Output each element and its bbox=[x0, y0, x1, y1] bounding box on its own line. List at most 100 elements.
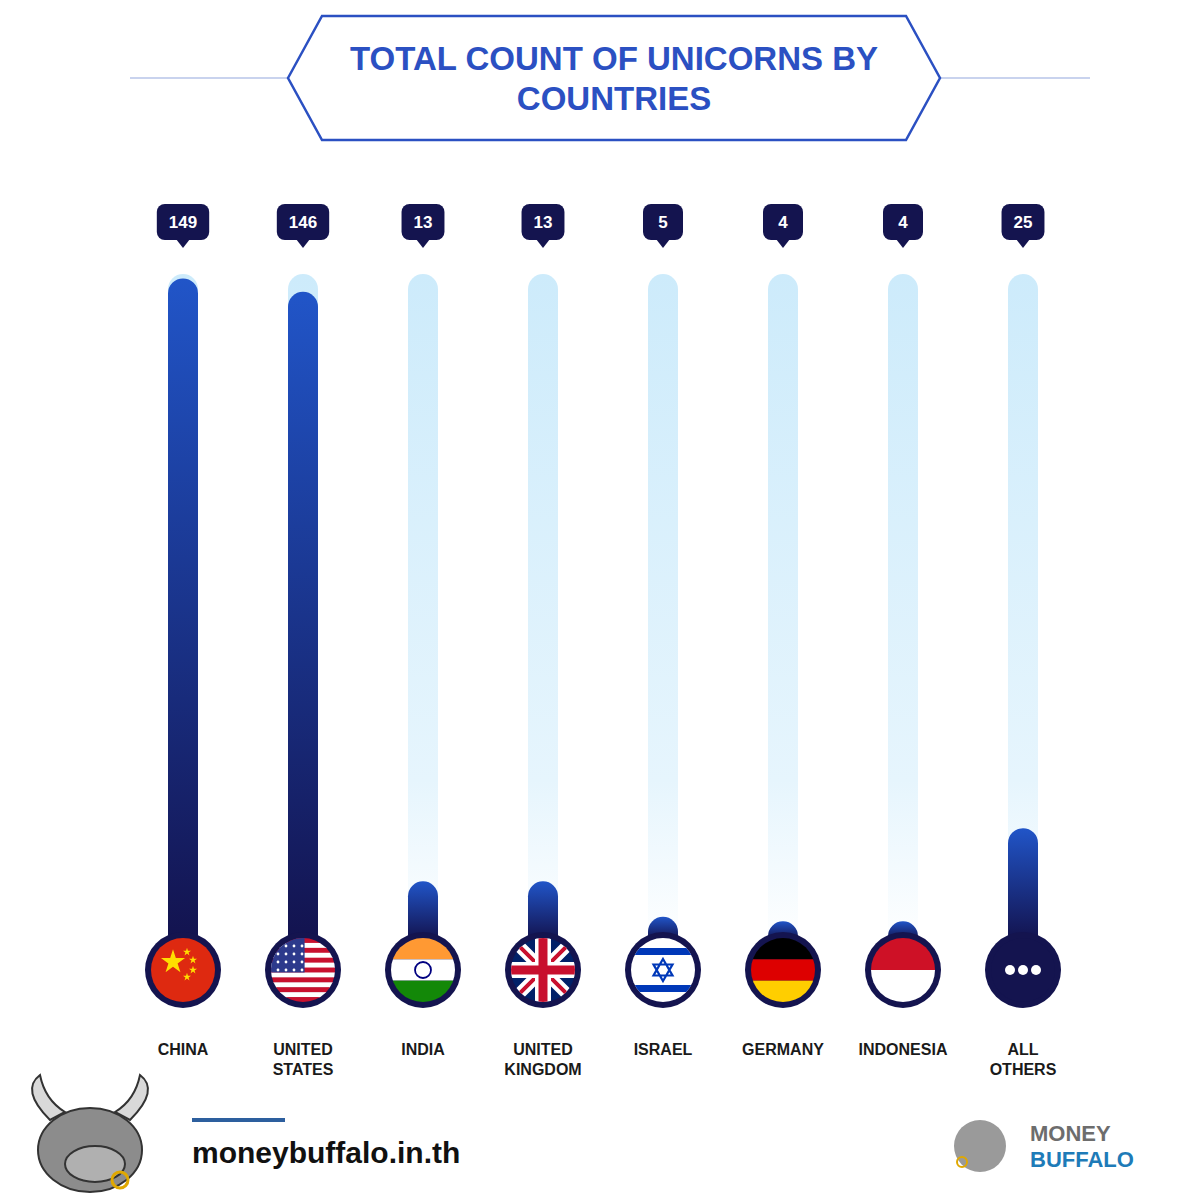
flag-part bbox=[271, 992, 335, 997]
text-line: UNITED bbox=[273, 1041, 333, 1058]
track bbox=[528, 274, 558, 949]
title-box: TOTAL COUNT OF UNICORNS BYCOUNTRIES bbox=[130, 16, 1090, 140]
flag-ring bbox=[745, 932, 821, 1008]
flag-part bbox=[293, 969, 296, 972]
flag-part bbox=[285, 969, 288, 972]
data-label: 146 bbox=[289, 213, 317, 232]
category-label: INDONESIA bbox=[859, 1041, 948, 1058]
flag-part bbox=[1005, 965, 1015, 975]
track bbox=[768, 274, 798, 949]
flags bbox=[145, 930, 1061, 1010]
flag-part bbox=[277, 969, 280, 972]
flag-icon bbox=[631, 938, 695, 1002]
flag-icon bbox=[271, 938, 335, 1003]
flag-part bbox=[871, 938, 935, 970]
bubble bbox=[1002, 204, 1045, 240]
data-label-bubble: 5 bbox=[643, 204, 683, 248]
title: TOTAL COUNT OF UNICORNS BYCOUNTRIES bbox=[350, 40, 878, 117]
flag-part bbox=[301, 969, 304, 972]
bubble bbox=[883, 204, 923, 240]
flag-ring bbox=[385, 932, 461, 1008]
background bbox=[0, 0, 1200, 1200]
data-label-bubble: 146 bbox=[277, 204, 329, 248]
flag-part bbox=[654, 959, 673, 981]
bar bbox=[168, 278, 198, 939]
bubble-pointer bbox=[656, 239, 670, 248]
mascot-head bbox=[38, 1108, 142, 1192]
flag-part bbox=[285, 953, 288, 956]
title-rule bbox=[130, 77, 288, 79]
mascot-snout bbox=[65, 1146, 125, 1182]
text-line: UNITED bbox=[513, 1041, 573, 1058]
bubble-pointer bbox=[1016, 239, 1030, 248]
flag-part bbox=[271, 987, 335, 992]
data-label: 13 bbox=[414, 213, 433, 232]
flag-part bbox=[285, 961, 288, 964]
flag-part bbox=[151, 938, 215, 1002]
text-line: GERMANY bbox=[742, 1041, 824, 1058]
data-label-bubble: 13 bbox=[522, 204, 565, 248]
bar bbox=[1008, 828, 1038, 939]
flag-part bbox=[751, 981, 815, 1002]
flag-icon bbox=[503, 930, 583, 1010]
flag-part bbox=[161, 949, 185, 972]
flag bbox=[865, 932, 941, 1008]
category-label: CHINA bbox=[158, 1041, 209, 1058]
flag-icon bbox=[151, 938, 215, 1002]
footer-rule bbox=[192, 1118, 285, 1122]
track bbox=[408, 274, 438, 949]
flag-part bbox=[991, 938, 1055, 1002]
track bbox=[1008, 274, 1038, 949]
flag-part bbox=[503, 930, 583, 1010]
text-line: KINGDOM bbox=[504, 1061, 581, 1078]
flag-part bbox=[293, 945, 296, 948]
logo-ring bbox=[957, 1157, 967, 1167]
flag-part bbox=[183, 973, 191, 981]
flag-part bbox=[271, 972, 335, 977]
data-label-bubble: 25 bbox=[1002, 204, 1045, 248]
flag-part bbox=[631, 938, 695, 1002]
title-rule bbox=[940, 77, 1090, 79]
data-label-bubble: 4 bbox=[883, 204, 923, 248]
flag-part bbox=[293, 953, 296, 956]
plot bbox=[168, 278, 1038, 939]
data-label: 25 bbox=[1014, 213, 1033, 232]
flag bbox=[503, 930, 583, 1010]
track bbox=[288, 274, 318, 949]
category-label: UNITED STATES bbox=[273, 1041, 334, 1078]
flag-icon bbox=[871, 938, 935, 1002]
category-label: ISRAEL bbox=[634, 1041, 693, 1058]
logo-text: MONEY bbox=[1030, 1121, 1111, 1146]
chart: TOTAL COUNT OF UNICORNS BYCOUNTRIES14914… bbox=[0, 0, 1200, 1200]
bubble-pointer bbox=[176, 239, 190, 248]
flag-part bbox=[415, 962, 431, 978]
flag-part bbox=[391, 938, 455, 959]
flag bbox=[985, 932, 1061, 1008]
bubble bbox=[522, 204, 565, 240]
text-line: CHINA bbox=[158, 1041, 209, 1058]
data-label: 5 bbox=[658, 213, 667, 232]
text-line: INDONESIA bbox=[859, 1041, 948, 1058]
category-label: UNITED KINGDOM bbox=[504, 1041, 581, 1078]
text-line: INDIA bbox=[401, 1041, 445, 1058]
text-line: STATES bbox=[273, 1061, 334, 1078]
category-labels: CHINA UNITED STATES INDIA UNITED KINGDOM ISRAE… bbox=[158, 1041, 1057, 1078]
flag-part bbox=[1018, 965, 1028, 975]
flag-part bbox=[301, 945, 304, 948]
flag-ring bbox=[625, 932, 701, 1008]
logo: MONEYBUFFALO bbox=[954, 1120, 1134, 1172]
flag bbox=[265, 932, 341, 1008]
flag-part bbox=[503, 930, 583, 1010]
category-label: GERMANY bbox=[742, 1041, 824, 1058]
footer: moneybuffalo.in.thMONEYBUFFALO bbox=[32, 1075, 1134, 1192]
flag-part bbox=[271, 938, 305, 972]
data-labels: 149146131354425 bbox=[157, 204, 1045, 248]
data-label-bubble: 4 bbox=[763, 204, 803, 248]
tracks bbox=[168, 274, 1038, 949]
category-label: ALLOTHERS bbox=[990, 1041, 1057, 1078]
flag-part bbox=[871, 970, 935, 1002]
bubble-pointer bbox=[896, 239, 910, 248]
flag-part bbox=[271, 977, 335, 982]
flag-part bbox=[503, 930, 583, 1010]
bar bbox=[408, 881, 438, 939]
